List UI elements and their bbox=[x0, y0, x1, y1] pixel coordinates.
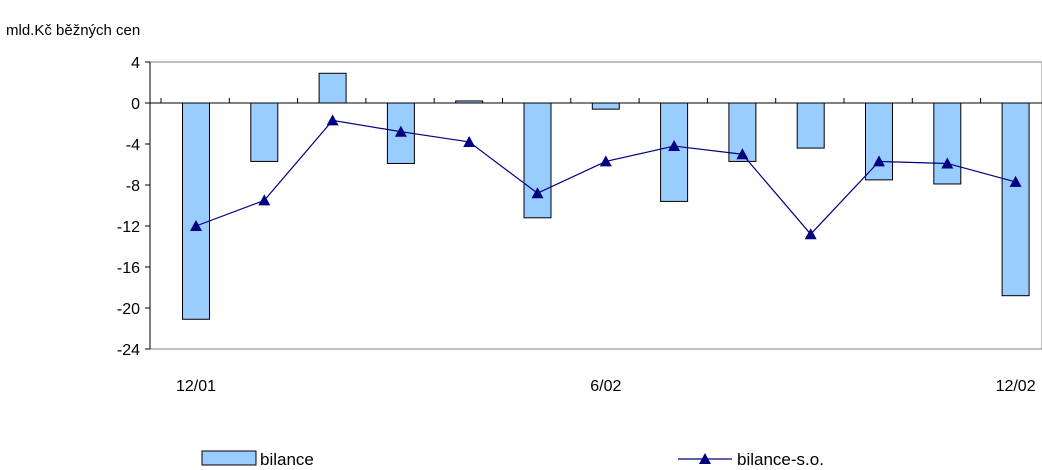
unit-label: mld.Kč běžných cen bbox=[6, 22, 140, 39]
point-3 bbox=[394, 125, 407, 137]
legend-swatch-bilance bbox=[201, 450, 257, 466]
line-series bbox=[190, 114, 1022, 240]
legend: bilance bilance-s.o. bbox=[201, 450, 824, 469]
bar-9 bbox=[796, 102, 825, 149]
y-tick-label-5: -16 bbox=[117, 260, 140, 277]
bar-0 bbox=[182, 102, 210, 320]
point-6 bbox=[599, 155, 612, 167]
y-tick-label-2: -4 bbox=[126, 137, 140, 154]
bar-12 bbox=[1001, 102, 1030, 297]
bar-series bbox=[182, 72, 1030, 320]
bar-5 bbox=[523, 102, 552, 219]
point-11 bbox=[941, 157, 954, 169]
point-4 bbox=[463, 135, 476, 147]
point-7 bbox=[668, 140, 681, 152]
point-10 bbox=[873, 155, 885, 167]
bar-1 bbox=[250, 102, 279, 162]
point-12 bbox=[1009, 175, 1022, 187]
y-tick-label-4: -12 bbox=[117, 219, 140, 236]
x-tick-label-2: 12/02 bbox=[996, 378, 1036, 395]
x-tick-label-0: 12/01 bbox=[176, 378, 216, 395]
y-tick-label-1: 0 bbox=[131, 96, 140, 113]
legend-label-bilance-so: bilance-s.o. bbox=[737, 450, 824, 469]
y-tick-label-6: -20 bbox=[117, 301, 140, 318]
point-9 bbox=[804, 228, 817, 240]
axes bbox=[145, 61, 1042, 350]
legend-marker-bilance-so bbox=[699, 453, 711, 464]
plot-area bbox=[149, 61, 1042, 350]
y-tick-label-0: 4 bbox=[131, 55, 140, 72]
bar-10 bbox=[865, 102, 893, 181]
legend-item-bilance-so[interactable]: bilance-s.o. bbox=[678, 450, 824, 469]
point-8 bbox=[736, 148, 749, 160]
bar-2 bbox=[318, 72, 347, 104]
point-2 bbox=[326, 114, 339, 126]
x-tick-labels: 12/01 6/02 12/02 bbox=[176, 378, 1036, 395]
y-tick-label-3: -8 bbox=[126, 178, 140, 195]
y-tick-labels: 4 0 -4 -8 -12 -16 -20 -24 bbox=[117, 55, 140, 359]
bar-7 bbox=[660, 102, 689, 202]
legend-label-bilance: bilance bbox=[260, 450, 314, 469]
legend-item-bilance[interactable]: bilance bbox=[201, 450, 314, 469]
point-1 bbox=[258, 194, 271, 206]
point-5 bbox=[531, 187, 544, 199]
x-tick-label-1: 6/02 bbox=[590, 378, 621, 395]
bar-6 bbox=[591, 102, 620, 110]
bar-11 bbox=[933, 102, 962, 185]
y-tick-label-7: -24 bbox=[117, 342, 140, 359]
point-0 bbox=[190, 220, 202, 231]
